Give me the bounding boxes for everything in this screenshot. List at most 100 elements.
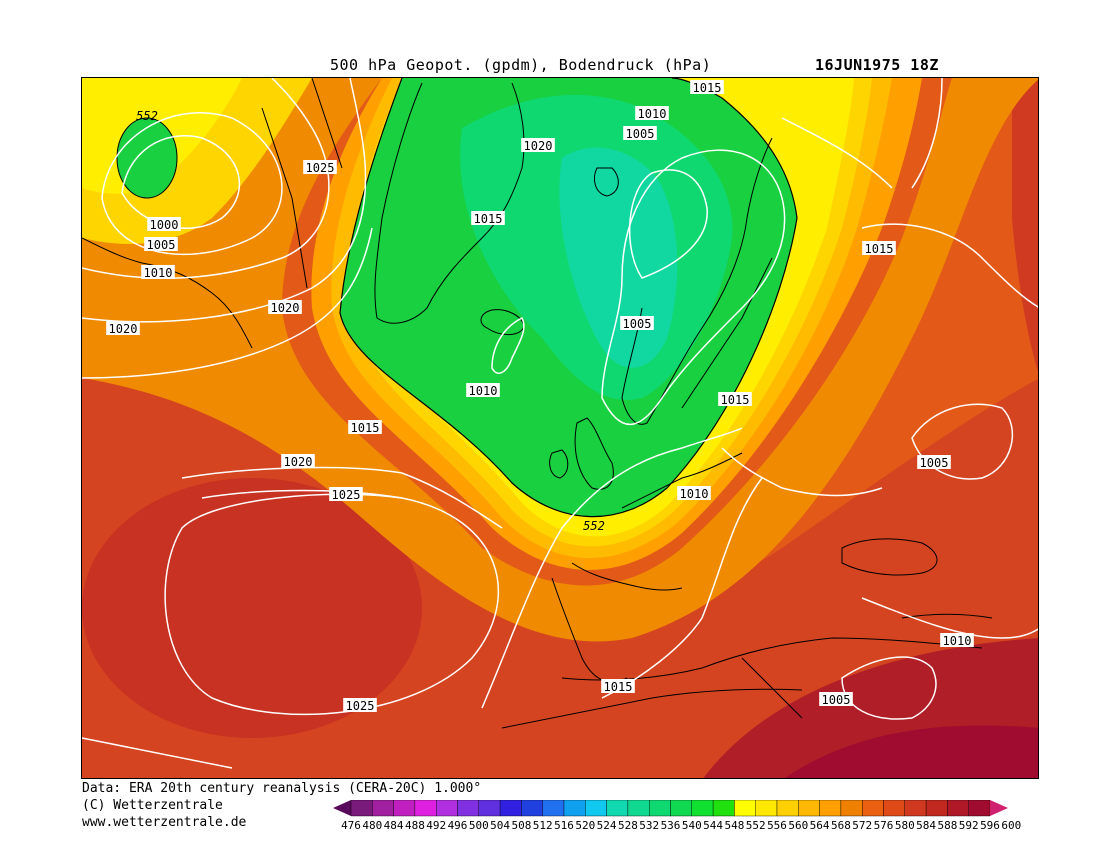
pressure-label-bg (521, 138, 555, 152)
colorbar-tick-label: 500 (469, 819, 489, 832)
colorbar-tick-label: 596 (980, 819, 1000, 832)
colorbar-swatch (521, 799, 543, 817)
pressure-label-bg (718, 392, 752, 406)
colorbar-tick-label: 484 (384, 819, 404, 832)
data-source-text: Data: ERA 20th century reanalysis (CERA-… (82, 781, 482, 796)
colorbar-swatch (968, 799, 991, 817)
pressure-label: 1005 (147, 238, 176, 252)
pressure-label: 1020 (271, 301, 300, 315)
colorbar-swatch (350, 799, 373, 817)
pressure-label-bg (471, 211, 505, 225)
colorbar-swatch (840, 799, 863, 817)
colorbar-swatch (393, 799, 416, 817)
pressure-label-bg (623, 126, 657, 140)
colorbar-swatch (435, 799, 458, 817)
pressure-label: 1000 (150, 218, 179, 232)
colorbar-swatch (606, 799, 629, 817)
pressure-label: 1005 (822, 693, 851, 707)
colorbar-tick-label: 600 (1001, 819, 1021, 832)
colorbar-arrow-left (333, 800, 351, 816)
colorbar-swatch (691, 799, 714, 817)
colorbar-swatch (563, 799, 586, 817)
pressure-label-bg (819, 692, 853, 706)
colorbar-tick-label: 488 (405, 819, 425, 832)
colorbar-tick-label: 496 (448, 819, 468, 832)
pressure-label-bg (147, 217, 181, 231)
pressure-labels: 1015 1010 1005 1020 1025 1000 1005 1010 1020 1020… (106, 80, 974, 713)
colorbar-tick-label: 540 (682, 819, 702, 832)
colorbar-swatch (925, 799, 948, 817)
colorbar-tick-label: 544 (703, 819, 723, 832)
pressure-label: 1015 (693, 81, 722, 95)
colorbar-swatch (712, 799, 735, 817)
colorbar-swatch (904, 799, 927, 817)
field-east (1012, 78, 1038, 372)
pressure-label: 1020 (109, 322, 138, 336)
colorbar-swatch (862, 799, 884, 817)
colorbar-swatch (670, 799, 692, 817)
pressure-label-bg (348, 420, 382, 434)
colorbar-swatch (457, 799, 479, 817)
pressure-label-bg (601, 679, 635, 693)
pressure-label-bg (268, 300, 302, 314)
colorbar-tick-label: 556 (767, 819, 787, 832)
pressure-label-bg (690, 80, 724, 94)
pressure-label: 1005 (920, 456, 949, 470)
field-band-568 (82, 78, 1038, 642)
colorbar-swatch (414, 799, 437, 817)
map-title: 500 hPa Geopot. (gpdm), Bodendruck (hPa) (330, 56, 712, 74)
colorbar-tick-label: 564 (810, 819, 830, 832)
field-high-sw (82, 478, 422, 738)
pressure-label-bg (281, 454, 315, 468)
colorbar-tick-label: 580 (895, 819, 915, 832)
pressure-label: 1010 (144, 266, 173, 280)
pressure-label: 1010 (680, 487, 709, 501)
colorbar-tick-label: 512 (533, 819, 553, 832)
colorbar-swatch (947, 799, 969, 817)
colorbar-tick-label: 532 (639, 819, 659, 832)
pressure-label-bg (343, 698, 377, 712)
colorbar-swatch (734, 799, 756, 817)
colorbar-swatch (542, 799, 565, 817)
pressure-label-bg (466, 383, 500, 397)
pressure-label: 1015 (351, 421, 380, 435)
colorbar-tick-label: 548 (724, 819, 744, 832)
weather-map[interactable]: 1015 1010 1005 1020 1025 1000 1005 1010 1020 1020… (81, 77, 1039, 779)
colorbar-swatch (372, 799, 394, 817)
colorbar-swatch (819, 799, 842, 817)
field-trough-core (559, 147, 678, 368)
colorbar-swatch (585, 799, 607, 817)
colorbar-tick-label: 568 (831, 819, 851, 832)
pressure-label: 1010 (638, 107, 667, 121)
coastlines (82, 78, 993, 729)
colorbar-tick-label: 536 (661, 819, 681, 832)
pressure-label-bg (940, 633, 974, 647)
colorbar-tick-label: 504 (490, 819, 510, 832)
pressure-label: 1025 (332, 488, 361, 502)
colorbar-tick-label: 592 (959, 819, 979, 832)
pressure-label-bg (635, 106, 669, 120)
colorbar-tick-label: 528 (618, 819, 638, 832)
website-link[interactable]: www.wetterzentrale.de (82, 815, 247, 830)
colorbar-tick-label: 524 (597, 819, 617, 832)
colorbar-arrow-right (990, 800, 1008, 816)
pressure-label: 1015 (604, 680, 633, 694)
colorbar-swatch (627, 799, 650, 817)
colorbar-tick-label: 588 (937, 819, 957, 832)
pressure-label-bg (141, 265, 175, 279)
colorbar-tick-label: 520 (575, 819, 595, 832)
pressure-label-bg (917, 455, 951, 469)
pressure-label: 1025 (346, 699, 375, 713)
pressure-label: 1005 (623, 317, 652, 331)
colorbar-tick-label: 572 (852, 819, 872, 832)
geopotential-label: 552 (136, 109, 158, 123)
colorbar-swatch (499, 799, 522, 817)
colorbar-swatch (798, 799, 820, 817)
colorbar-tick-label: 476 (341, 819, 361, 832)
pressure-label-bg (144, 237, 178, 251)
colorbar-tick-label: 508 (511, 819, 531, 832)
pressure-label: 1020 (284, 455, 313, 469)
pressure-label: 1005 (626, 127, 655, 141)
pressure-label: 1020 (524, 139, 553, 153)
pressure-label: 1015 (474, 212, 503, 226)
